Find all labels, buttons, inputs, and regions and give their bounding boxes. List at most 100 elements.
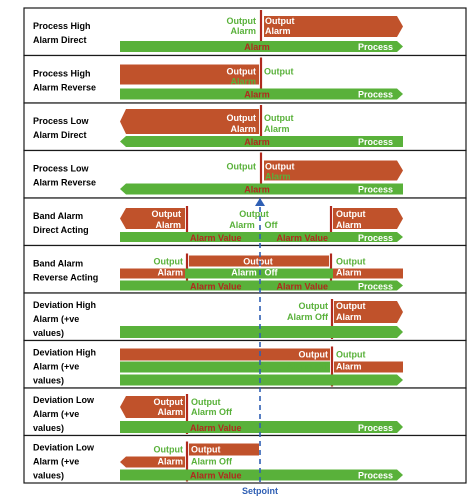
output-label: Output — [152, 209, 182, 219]
alarm-value-label: Alarm Value — [190, 282, 242, 292]
alarm-label: Alarm — [244, 185, 270, 195]
row-label-line2: Alarm Reverse — [33, 178, 96, 188]
green-band — [120, 268, 403, 279]
alarm-label: Alarm — [336, 220, 362, 230]
alarm-label: Alarm — [265, 172, 291, 182]
alarm-label: Alarm — [336, 312, 362, 322]
output-label: Output — [336, 209, 366, 219]
alarm-label: Alarm — [336, 268, 362, 278]
alarm-value-label: Alarm Value — [276, 233, 328, 243]
process-label: Process — [358, 282, 393, 292]
alarm-label: Alarm — [244, 90, 270, 100]
process-bar — [120, 232, 403, 242]
output-label: Output — [264, 67, 294, 77]
alarm-off-label: Alarm Off — [287, 312, 329, 322]
overlay: Setpoint — [242, 198, 278, 496]
alarm-label: Alarm — [230, 172, 256, 182]
output-label: Output — [299, 350, 329, 360]
process-label: Process — [358, 471, 393, 481]
row-label-line2: Reverse Acting — [33, 273, 98, 283]
output-label: Output — [227, 162, 257, 172]
process-label: Process — [358, 233, 393, 243]
alarm-label: Alarm — [157, 457, 183, 467]
alarm-value-label: Alarm Value — [190, 471, 242, 481]
output-label: Output — [336, 257, 366, 267]
alarm-bar — [120, 456, 185, 468]
process-label: Process — [358, 42, 393, 52]
output-label: Output — [239, 209, 269, 219]
output-bar — [264, 160, 403, 181]
output-label: Output — [336, 301, 366, 311]
output-bar — [120, 208, 185, 229]
alarm-bar — [333, 268, 403, 279]
alarm-value-label: Alarm Value — [190, 233, 242, 243]
alarm-value-label: Alarm Value — [276, 282, 328, 292]
alarm-label: Alarm — [230, 77, 256, 87]
output-label: Output — [227, 67, 257, 77]
alarm-label: Alarm — [265, 26, 291, 36]
process-bar — [120, 41, 403, 52]
output-label: Output — [154, 257, 184, 267]
process-bar — [120, 88, 403, 100]
alarm-label: Alarm — [157, 268, 183, 278]
row-label-line3: values) — [33, 328, 64, 338]
alarm-off-label: Alarm Off — [191, 407, 233, 417]
alarm-label: Alarm — [230, 26, 256, 36]
alarm-label: Alarm — [244, 137, 270, 147]
process-bar — [120, 469, 403, 481]
alarm-value-label: Alarm Value — [190, 423, 242, 433]
output-bar — [264, 16, 403, 37]
process-bar — [120, 280, 403, 291]
process-label: Process — [358, 137, 393, 147]
process-bar — [120, 421, 403, 433]
alarm-label: Alarm — [244, 42, 270, 52]
row-label-line1: Process High — [33, 21, 91, 31]
output-label: Output — [154, 397, 184, 407]
output-label: Output — [299, 301, 329, 311]
row-label-line1: Band Alarm — [33, 259, 83, 269]
row-label-line3: values) — [33, 423, 64, 433]
setpoint-arrow-icon — [255, 198, 265, 206]
output-label: Output — [265, 162, 295, 172]
row-label-line1: Deviation Low — [33, 443, 95, 453]
alarm-label: Alarm — [231, 268, 257, 278]
output-label: Output — [191, 445, 221, 455]
process-label: Process — [358, 90, 393, 100]
output-bar — [334, 301, 403, 323]
process-label: Process — [358, 185, 393, 195]
process-bar — [120, 374, 403, 386]
output-bar — [120, 348, 330, 361]
output-label: Output — [227, 16, 257, 26]
row-label-line2: Alarm (+ve — [33, 314, 79, 324]
output-label: Output — [243, 257, 273, 267]
row-label-line3: values) — [33, 471, 64, 481]
output-bar — [333, 208, 403, 229]
output-label: Output — [191, 397, 221, 407]
setpoint-label: Setpoint — [242, 486, 278, 496]
alarm-label: Alarm — [229, 220, 255, 230]
alarm-label: Alarm — [264, 77, 290, 87]
output-label: Output — [336, 350, 366, 360]
alarm-label: Alarm — [264, 124, 290, 134]
row-label-line2: Alarm Reverse — [33, 83, 96, 93]
output-bar — [189, 443, 259, 456]
output-label: Output — [154, 445, 184, 455]
row-label-line1: Deviation High — [33, 348, 96, 358]
row-label-line1: Deviation Low — [33, 395, 95, 405]
row-label-line1: Process Low — [33, 116, 90, 126]
row-label-line2: Alarm (+ve — [33, 362, 79, 372]
off-label: Off — [265, 220, 279, 230]
output-label: Output — [264, 113, 294, 123]
row-label-line3: values) — [33, 376, 64, 386]
output-label: Output — [265, 16, 295, 26]
